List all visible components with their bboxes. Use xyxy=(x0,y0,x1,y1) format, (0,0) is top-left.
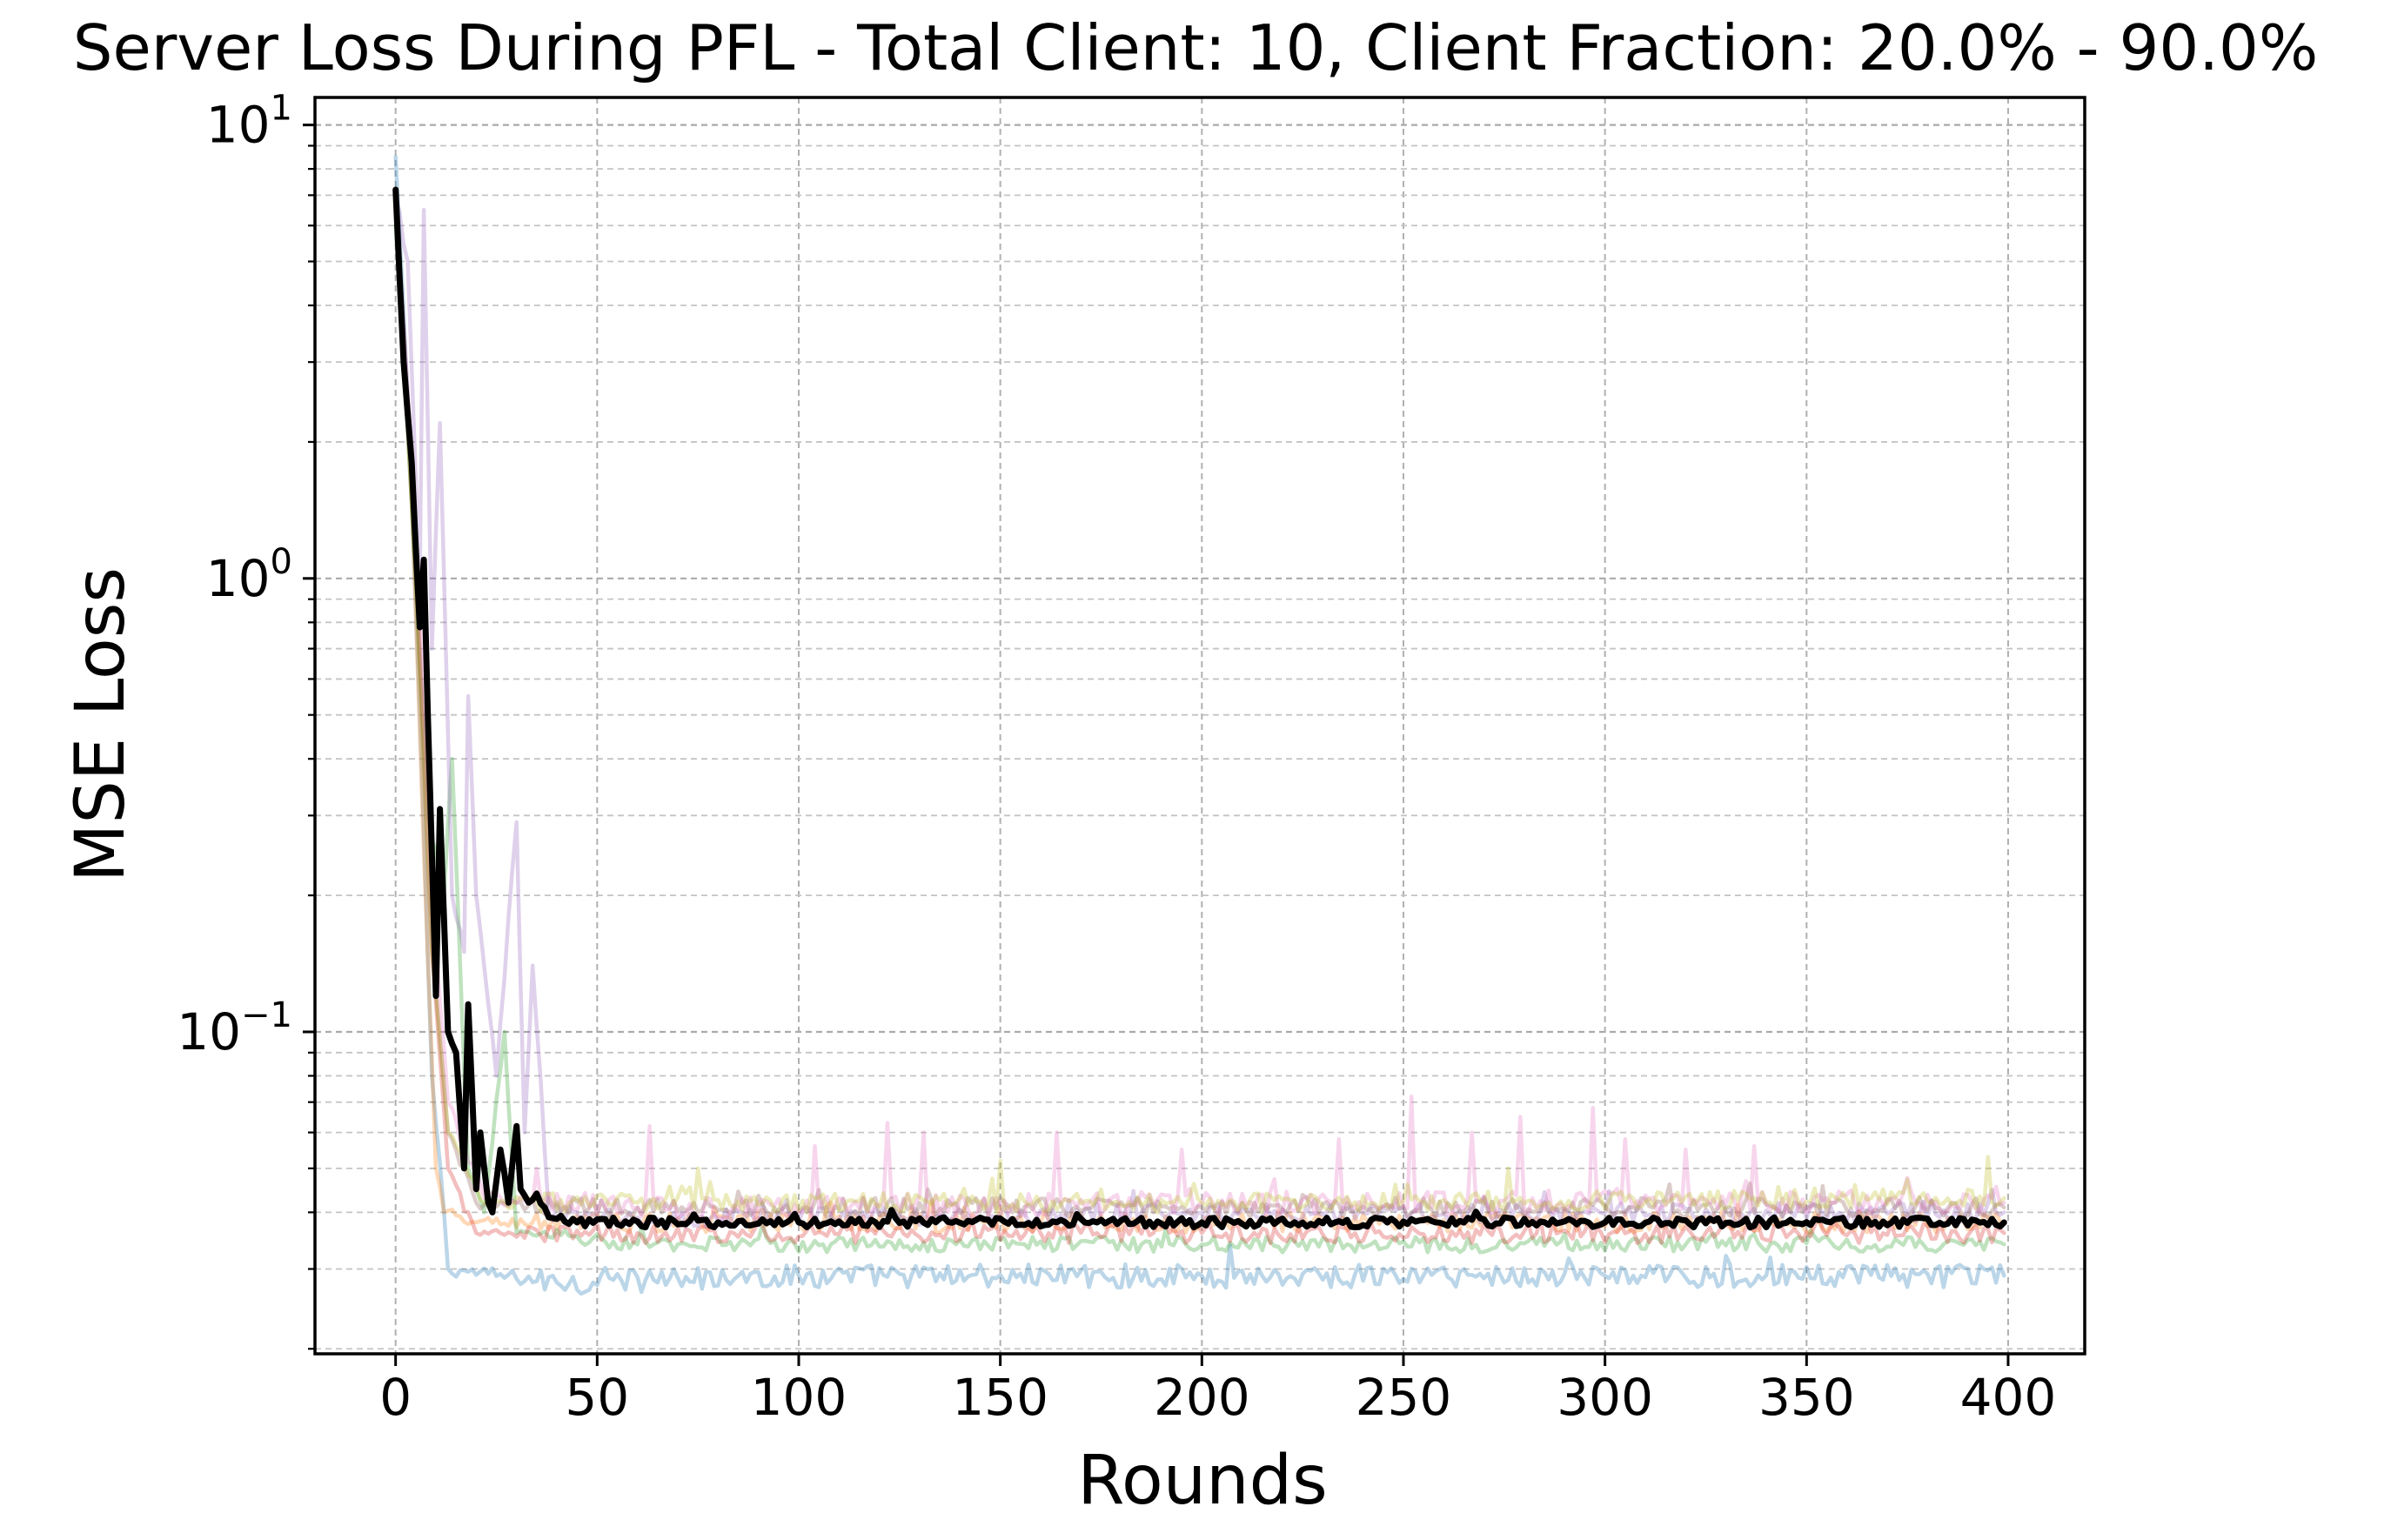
axes: 0 50 100 150 200 250 300 350 400 101 100 10−1 xyxy=(177,89,2086,1427)
x-tick-label: 400 xyxy=(1960,1368,2057,1427)
x-tick-label: 300 xyxy=(1557,1368,1653,1427)
series-line xyxy=(393,193,2006,1229)
y-tick-label: 10−1 xyxy=(177,995,292,1061)
x-tick-label: 50 xyxy=(565,1368,629,1427)
x-tick-label: 250 xyxy=(1356,1368,1452,1427)
x-axis-label: Rounds xyxy=(1077,1442,1327,1520)
grid xyxy=(315,97,2085,1354)
series-line xyxy=(393,193,2006,1246)
series-line xyxy=(393,155,2006,1296)
x-tick-label: 200 xyxy=(1154,1368,1250,1427)
plot-frame xyxy=(313,96,2086,1356)
x-tick-label: 0 xyxy=(379,1368,412,1427)
x-tick-label: 150 xyxy=(952,1368,1048,1427)
series-line-mean xyxy=(392,186,2007,1231)
y-axis-label: MSE Loss xyxy=(62,567,140,882)
y-tick-label: 101 xyxy=(206,89,292,155)
chart-title: Server Loss During PFL - Total Client: 1… xyxy=(73,11,2319,84)
series-line xyxy=(393,193,2006,1221)
series-line xyxy=(393,207,2006,1215)
y-tick-label: 100 xyxy=(206,542,292,608)
series-line xyxy=(393,224,2006,1255)
x-tick-label: 100 xyxy=(751,1368,847,1427)
x-tick-label: 350 xyxy=(1758,1368,1855,1427)
series-line xyxy=(393,198,2006,1220)
series-line xyxy=(393,207,2006,1235)
series-layer xyxy=(392,155,2007,1296)
